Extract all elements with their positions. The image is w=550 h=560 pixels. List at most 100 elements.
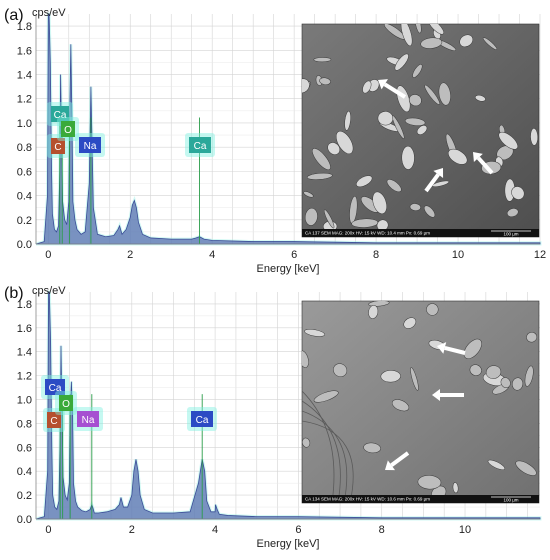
arrow-shaft <box>444 345 466 355</box>
element-label-box <box>79 137 101 153</box>
x-tick-label: 0 <box>45 249 51 261</box>
sem-flake <box>403 317 417 329</box>
element-label-ca: Ca <box>187 407 217 431</box>
element-label-ca: Ca <box>47 102 73 126</box>
sem-flake <box>438 82 451 106</box>
sem-flake <box>423 205 436 218</box>
arrow-shaft <box>476 156 494 175</box>
sem-flake <box>404 117 426 126</box>
sem-flake <box>410 367 419 391</box>
sem-flake <box>432 180 450 187</box>
element-label-text: Na <box>84 141 97 152</box>
sem-flake <box>482 37 498 50</box>
y-tick-label: 0.0 <box>17 514 32 526</box>
sem-flake <box>302 350 309 368</box>
sem-caption: CA 137 SEM MAG: 200x HV: 15 kV WD: 10.4 … <box>305 231 430 236</box>
sem-micrograph-inset: CA 134 SEM MAG: 200x HV: 15 kV WD: 10.6 … <box>301 300 540 504</box>
arrow-head <box>432 389 440 401</box>
sem-flake <box>412 64 423 78</box>
element-label-text: Ca <box>196 415 209 426</box>
sem-flake <box>394 53 409 71</box>
sem-scale-bar-label: 100 µm <box>503 232 518 237</box>
y-axis-label: cps/eV <box>32 7 66 19</box>
y-tick-label: 0.8 <box>17 142 32 154</box>
sem-image-background <box>301 300 540 504</box>
sem-flake <box>524 365 534 387</box>
sem-flake <box>452 482 459 494</box>
sem-surface-crack <box>302 400 341 503</box>
sem-flake <box>362 80 372 94</box>
sem-flake <box>377 111 394 126</box>
panel-label: (b) <box>4 285 24 302</box>
sem-info-bar <box>302 495 539 503</box>
sem-flake <box>459 34 474 48</box>
sem-scale-bar-label: 100 µm <box>503 498 518 503</box>
sem-flake <box>312 148 331 171</box>
sem-flake <box>426 303 439 316</box>
sem-flake <box>327 142 341 155</box>
sem-flake <box>333 363 348 377</box>
x-axis-label: Energy [keV] <box>257 538 320 550</box>
sem-flake <box>302 78 310 94</box>
y-tick-label: 1.6 <box>17 45 32 57</box>
element-label-ca: Ca <box>185 133 215 157</box>
element-label-text: C <box>50 416 57 427</box>
sem-flake <box>323 209 335 229</box>
sem-flake <box>469 364 482 376</box>
element-label-text: Ca <box>194 141 207 152</box>
x-tick-label: 2 <box>129 524 135 536</box>
element-label-text: O <box>64 125 72 136</box>
y-tick-label: 1.2 <box>17 94 32 106</box>
sem-flake <box>363 442 381 454</box>
x-tick-label: 4 <box>209 249 215 261</box>
y-tick-label: 0.0 <box>17 239 32 251</box>
sem-flake <box>313 57 332 63</box>
sem-surface-crack <box>302 410 348 503</box>
sem-flake <box>474 94 486 102</box>
y-tick-label: 1.8 <box>17 299 32 311</box>
sem-surface-crack <box>302 420 354 503</box>
y-tick-label: 0.2 <box>17 215 32 227</box>
y-tick-label: 1.0 <box>17 395 32 407</box>
sem-flake <box>304 207 318 226</box>
eds-spectrum-chart-b: 0.0 0.2 0.4 0.6 0.8 1.0 1.2 1.4 1.6 1.8 0 2 4 6 8 10 cps… <box>4 285 542 550</box>
sem-flake <box>448 148 468 165</box>
element-label-na: Na <box>75 133 105 157</box>
element-label-c: C <box>43 408 65 432</box>
x-tick-label: 4 <box>212 524 218 536</box>
sem-caption: CA 134 SEM MAG: 200x HV: 15 kV WD: 10.6 … <box>305 497 430 502</box>
y-tick-label: 1.4 <box>17 70 32 82</box>
sem-flake <box>372 191 387 215</box>
sem-flake <box>344 110 351 131</box>
sem-flake <box>530 128 539 146</box>
spectrum-area <box>35 13 541 245</box>
sem-flake <box>498 131 518 150</box>
sem-arrow-icon <box>424 168 444 193</box>
sem-flake <box>392 115 405 139</box>
x-tick-label: 0 <box>45 524 51 536</box>
sem-micrograph-inset: CA 137 SEM MAG: 200x HV: 15 kV WD: 10.4 … <box>301 23 540 238</box>
sem-flake <box>424 84 440 105</box>
arrow-head <box>473 152 483 162</box>
x-axis-label: Energy [keV] <box>257 263 320 275</box>
element-label-text: Ca <box>54 110 67 121</box>
sem-flake <box>409 203 421 211</box>
sem-flake <box>368 305 379 319</box>
y-tick-label: 0.6 <box>17 442 32 454</box>
sem-flake <box>368 301 390 307</box>
y-tick-label: 1.0 <box>17 118 32 130</box>
sem-arrow-icon <box>432 389 464 401</box>
sem-arrow-icon <box>385 451 410 471</box>
y-tick-label: 1.2 <box>17 371 32 383</box>
sem-flake <box>313 390 339 403</box>
sem-flake <box>485 365 502 379</box>
sem-flake <box>356 175 373 188</box>
arrow-shaft <box>424 173 440 193</box>
arrow-shaft <box>390 451 410 467</box>
element-label-na: Na <box>73 407 103 431</box>
sem-flake <box>526 332 538 343</box>
arrow-head <box>433 168 444 178</box>
panel-a: 0.0 0.2 0.4 0.6 0.8 1.0 1.2 1.4 1.6 1.8 0 2 4 6 8 10 12 c… <box>4 7 546 275</box>
sem-flake <box>463 338 482 359</box>
arrow-head <box>437 342 447 354</box>
